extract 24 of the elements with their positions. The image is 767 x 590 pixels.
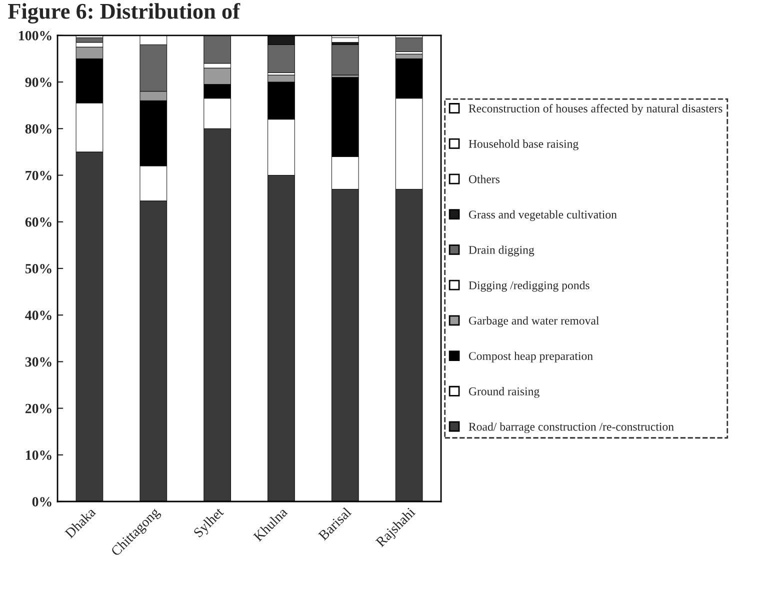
legend-label: Ground raising bbox=[468, 387, 540, 398]
legend-label: Road/ barrage construction /re-construction bbox=[468, 422, 674, 434]
legend-label: Others bbox=[468, 174, 500, 184]
y-tick-label: 50% bbox=[25, 264, 52, 274]
y-tick-label: 100% bbox=[19, 30, 52, 40]
bar bbox=[395, 37, 423, 52]
y-tick-label: 90% bbox=[25, 78, 52, 88]
legend-label: Grass and vegetable cultivation bbox=[468, 210, 617, 221]
legend-label: Reconstruction of houses affected by natural disasters bbox=[468, 104, 722, 115]
y-tick-label: 60% bbox=[25, 217, 52, 227]
legend-label: Drain digging bbox=[468, 246, 534, 256]
y-tick-label: 20% bbox=[25, 404, 52, 414]
legend-label: Digging /redigging ponds bbox=[468, 280, 590, 292]
legend-label: Garbage and water removal bbox=[468, 316, 600, 328]
y-tick-label: 30% bbox=[25, 357, 52, 367]
legend-label: Household base raising bbox=[468, 140, 578, 150]
y-tick-label: 10% bbox=[26, 450, 52, 460]
legend-label: Compost heap preparation bbox=[468, 352, 593, 362]
chart-title: Figure 6: Distribution of bbox=[8, 2, 240, 24]
y-tick-label: 40% bbox=[25, 310, 52, 320]
y-tick-label: 0% bbox=[32, 497, 52, 506]
y-tick-label: 70% bbox=[26, 170, 52, 180]
y-tick-label: 80% bbox=[25, 124, 52, 134]
bar bbox=[331, 44, 359, 76]
